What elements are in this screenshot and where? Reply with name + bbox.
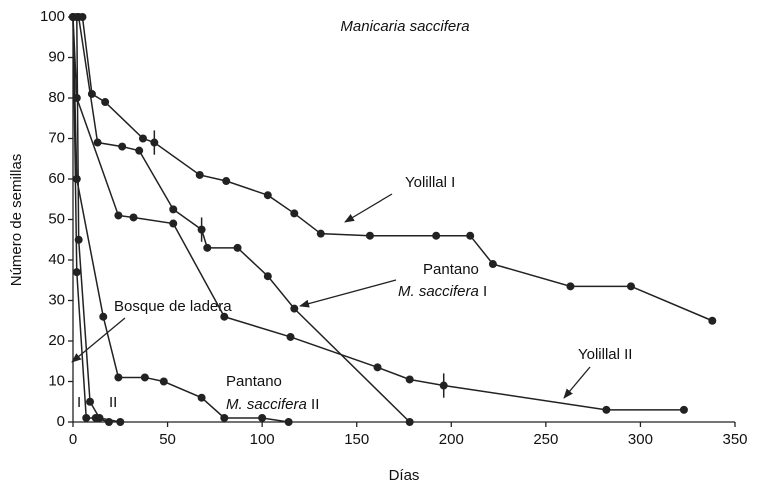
point xyxy=(708,316,717,325)
point xyxy=(233,243,242,252)
point xyxy=(405,375,414,384)
point xyxy=(169,219,178,228)
annotation: Yolillal I xyxy=(405,174,455,191)
annotation: M. saccifera II xyxy=(226,396,319,413)
arrow xyxy=(563,366,591,399)
point xyxy=(159,377,168,386)
y-tick-label: 10 xyxy=(48,372,65,389)
point xyxy=(197,393,206,402)
point xyxy=(263,272,272,281)
point xyxy=(72,175,81,183)
x-tick-label: 350 xyxy=(722,431,747,448)
point xyxy=(95,413,104,422)
x-tick-label: 100 xyxy=(250,431,275,448)
chart-title: Manicaria saccifera xyxy=(340,18,469,35)
point xyxy=(263,191,272,200)
x-tick-label: 250 xyxy=(533,431,558,448)
point xyxy=(93,138,102,147)
point xyxy=(169,205,178,214)
point xyxy=(679,405,688,414)
y-tick-label: 70 xyxy=(48,129,65,146)
point xyxy=(286,332,295,341)
y-tick-label: 40 xyxy=(48,251,65,268)
annotation-part: M. saccifera xyxy=(398,283,479,300)
y-tick-label: 80 xyxy=(48,89,65,106)
point xyxy=(135,146,144,155)
x-tick-label: 300 xyxy=(628,431,653,448)
point xyxy=(432,231,441,240)
x-tick-label: 200 xyxy=(439,431,464,448)
point xyxy=(138,134,147,143)
annotation-part: M. saccifera xyxy=(226,396,307,413)
point xyxy=(114,373,123,382)
point xyxy=(284,418,293,426)
annotation: II xyxy=(109,394,117,411)
series-line xyxy=(81,16,713,322)
arrow xyxy=(299,279,397,308)
point xyxy=(86,397,95,406)
point xyxy=(222,177,231,186)
y-tick-label: 30 xyxy=(48,291,65,308)
annotation-part: I xyxy=(483,283,487,300)
point xyxy=(626,282,635,291)
y-tick-label: 90 xyxy=(48,48,65,65)
point xyxy=(129,213,138,222)
point xyxy=(405,418,414,426)
point xyxy=(118,142,127,151)
series-line xyxy=(72,16,684,411)
point xyxy=(203,243,212,252)
point xyxy=(373,363,382,372)
point xyxy=(466,231,475,240)
annotation: M. saccifera I xyxy=(398,283,487,300)
point xyxy=(290,209,299,218)
x-axis-label: Días xyxy=(389,467,420,484)
point xyxy=(72,268,81,277)
point xyxy=(74,235,83,244)
point xyxy=(82,413,91,422)
y-axis-label: Número de semillas xyxy=(8,154,25,287)
point xyxy=(72,13,81,21)
point xyxy=(116,418,125,426)
annotation: Bosque de ladera xyxy=(114,298,232,315)
annotation: I xyxy=(77,394,81,411)
x-tick-label: 50 xyxy=(159,431,176,448)
arrow xyxy=(344,193,393,223)
series-line xyxy=(72,16,289,423)
y-tick-label: 0 xyxy=(57,413,65,430)
point xyxy=(290,304,299,313)
y-tick-label: 100 xyxy=(40,8,65,25)
point xyxy=(99,312,108,321)
annotation: Pantano xyxy=(226,373,282,390)
annotation: Pantano xyxy=(423,261,479,278)
point xyxy=(365,231,374,240)
y-tick-label: 50 xyxy=(48,210,65,227)
point xyxy=(220,413,229,422)
point xyxy=(602,405,611,414)
point xyxy=(140,373,149,382)
annotation-part: II xyxy=(311,396,319,413)
point xyxy=(316,229,325,238)
point xyxy=(195,170,204,179)
point xyxy=(220,312,229,321)
point xyxy=(566,282,575,291)
x-tick-label: 150 xyxy=(344,431,369,448)
x-tick-label: 0 xyxy=(69,431,77,448)
y-tick-label: 20 xyxy=(48,332,65,349)
y-tick-label: 60 xyxy=(48,170,65,187)
point xyxy=(488,260,497,269)
point xyxy=(258,413,267,422)
point xyxy=(114,211,123,220)
annotation: Yolillal II xyxy=(578,346,632,363)
point xyxy=(101,98,110,107)
arrow xyxy=(71,317,126,363)
